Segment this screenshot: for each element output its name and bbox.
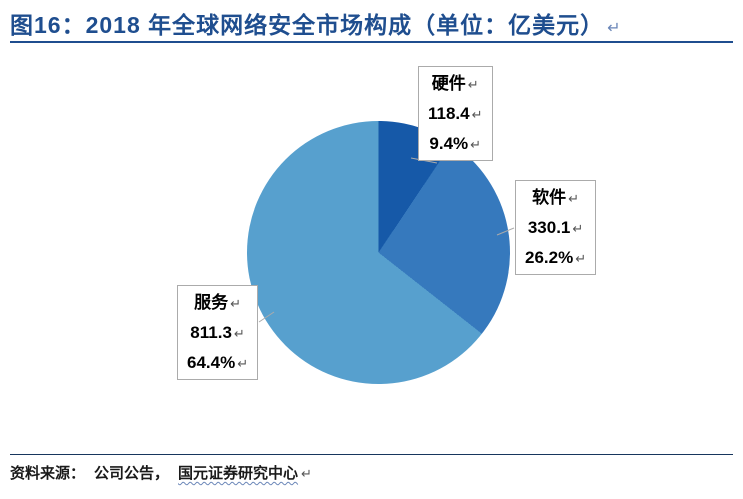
- return-mark: ↵: [301, 466, 312, 481]
- return-mark: ↵: [230, 296, 241, 311]
- return-mark: ↵: [233, 325, 245, 341]
- slice-percent-line: 26.2% ↵: [525, 243, 586, 273]
- slice-label: 软件: [532, 188, 567, 207]
- slice-value-line: 811.3 ↵: [187, 318, 248, 348]
- slice-value: 811.3: [190, 322, 232, 342]
- slice-percent: 64.4%: [187, 352, 236, 372]
- source-link: 国元证券研究中心: [178, 465, 299, 482]
- slice-label: 硬件: [431, 74, 466, 93]
- return-mark: ↵: [237, 355, 249, 371]
- return-mark: ↵: [470, 136, 482, 152]
- slice-label-line: 硬件 ↵: [428, 69, 483, 99]
- slice-label: 服务: [194, 293, 229, 312]
- slice-value: 330.1: [527, 217, 571, 237]
- source-note: 资料来源： 公司公告， 国元证券研究中心 ↵: [10, 462, 312, 483]
- pie: [247, 121, 510, 384]
- callout-hardware: 硬件 ↵ 118.4 ↵ 9.4% ↵: [418, 66, 493, 162]
- return-mark: ↵: [568, 191, 579, 206]
- return-mark: ↵: [575, 250, 587, 266]
- slice-value-line: 330.1 ↵: [525, 213, 586, 243]
- slice-percent-line: 64.4% ↵: [187, 348, 248, 378]
- slice-label-line: 服务 ↵: [187, 288, 248, 318]
- paragraph-mark: ↵: [607, 20, 621, 37]
- callout-services: 服务 ↵ 811.3 ↵ 64.4% ↵: [177, 285, 259, 381]
- slice-percent-line: 9.4% ↵: [428, 129, 483, 159]
- source-text: 公司公告，: [94, 465, 170, 482]
- callout-software: 软件 ↵ 330.1 ↵ 26.2% ↵: [515, 180, 597, 276]
- return-mark: ↵: [471, 106, 483, 122]
- source-prefix: 资料来源：: [10, 465, 86, 482]
- footer-divider: [10, 454, 733, 455]
- figure-title: 图16：2018 年全球网络安全市场构成（单位：亿美元） ↵: [10, 6, 621, 40]
- title-divider: [10, 41, 733, 43]
- return-mark: ↵: [572, 220, 584, 236]
- slice-value: 118.4: [428, 103, 470, 123]
- figure-title-text: 图16：2018 年全球网络安全市场构成（单位：亿美元）: [10, 12, 605, 38]
- slice-percent: 9.4%: [429, 133, 469, 153]
- return-mark: ↵: [467, 77, 479, 92]
- slice-percent: 26.2%: [525, 247, 574, 267]
- slice-label-line: 软件 ↵: [525, 183, 586, 213]
- slice-value-line: 118.4 ↵: [428, 99, 483, 129]
